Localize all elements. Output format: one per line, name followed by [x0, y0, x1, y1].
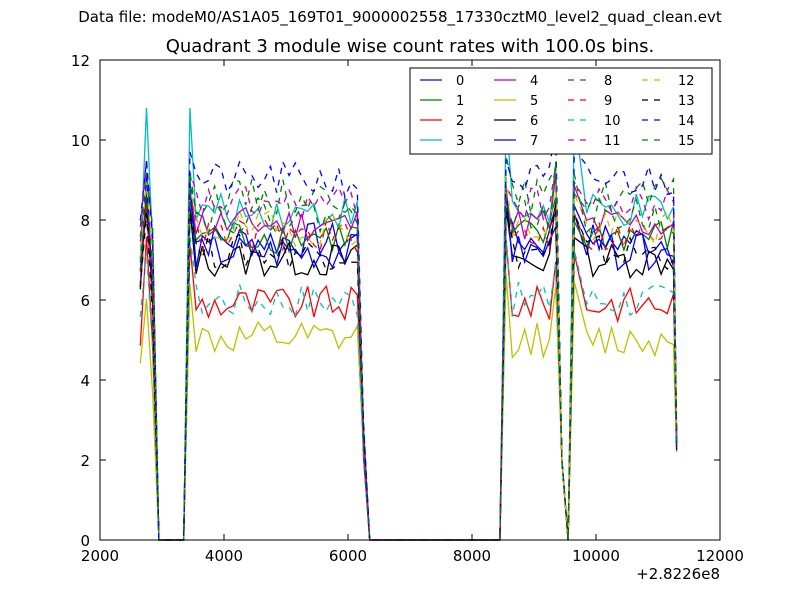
series-line-12	[139, 175, 678, 541]
legend-label-0: 0	[456, 74, 464, 89]
series-line-11	[139, 158, 678, 541]
chart-title: Quadrant 3 module wise count rates with …	[165, 36, 655, 57]
legend-label-6: 6	[530, 114, 538, 129]
x-tick-label: 4000	[205, 547, 243, 565]
y-tick-label: 4	[80, 372, 90, 390]
series-line-9	[139, 189, 678, 541]
legend-label-15: 15	[678, 134, 695, 149]
series-line-6	[139, 193, 678, 541]
series-line-8	[139, 155, 678, 541]
series-line-1	[139, 193, 678, 541]
x-tick-label: 6000	[329, 547, 367, 565]
series-line-0	[139, 195, 678, 541]
series-line-2	[139, 236, 678, 541]
legend-label-7: 7	[530, 134, 538, 149]
y-tick-label: 8	[80, 212, 90, 230]
series-line-7	[139, 173, 678, 541]
x-offset-label: +2.8226e8	[636, 565, 720, 583]
series-line-5	[139, 273, 678, 541]
series-line-15	[139, 161, 678, 541]
legend-label-12: 12	[678, 74, 695, 89]
x-tick-label: 10000	[572, 547, 620, 565]
series-line-3	[139, 107, 678, 541]
axis-layer: 2000 4000 6000 8000 10000 12000024681012+2.82…	[71, 52, 744, 583]
series-line-4	[139, 174, 678, 541]
legend-label-5: 5	[530, 94, 538, 109]
legend-label-4: 4	[530, 74, 538, 89]
x-tick-label: 8000	[453, 547, 491, 565]
series-line-13	[139, 204, 678, 541]
y-tick-label: 10	[71, 132, 90, 150]
x-tick-label: 12000	[696, 547, 744, 565]
legend-label-13: 13	[678, 94, 695, 109]
series-line-10	[139, 235, 678, 541]
y-tick-label: 0	[80, 532, 90, 550]
legend-label-8: 8	[604, 74, 612, 89]
legend-label-9: 9	[604, 94, 612, 109]
legend-label-2: 2	[456, 114, 464, 129]
legend-label-10: 10	[604, 114, 621, 129]
legend-label-14: 14	[678, 114, 695, 129]
x-tick-label: 2000	[81, 547, 119, 565]
y-tick-label: 6	[80, 292, 90, 310]
series-layer	[139, 107, 678, 541]
legend-label-3: 3	[456, 134, 464, 149]
legend-label-1: 1	[456, 94, 464, 109]
legend-label-11: 11	[604, 134, 621, 149]
y-tick-label: 2	[80, 452, 90, 470]
y-tick-label: 12	[71, 52, 90, 70]
legend-box	[409, 67, 713, 155]
figure-suptitle: Data file: modeM0/AS1A05_169T01_90000025…	[78, 8, 722, 26]
series-line-14	[139, 128, 678, 541]
